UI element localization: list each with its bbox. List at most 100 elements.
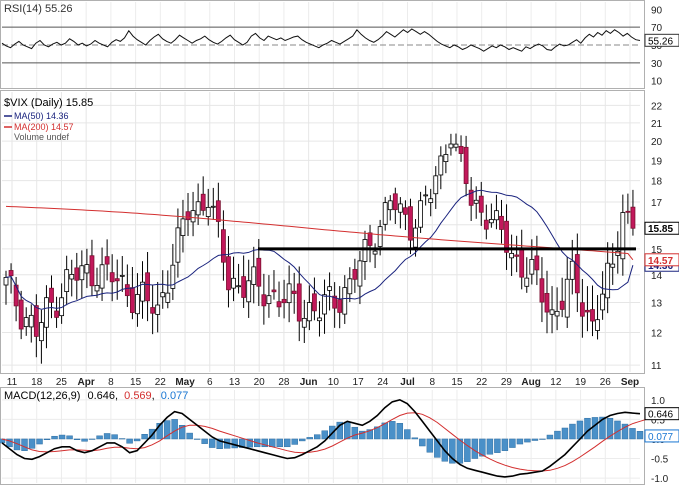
macd-histogram-bar	[208, 438, 216, 448]
macd-histogram-bar	[96, 435, 103, 440]
price-tick-label: 19	[651, 156, 663, 167]
macd-histogram-bar	[486, 438, 494, 455]
macd-histogram-bar	[426, 438, 434, 453]
candle-body	[499, 215, 504, 230]
candle-body	[615, 250, 621, 256]
candle-body	[210, 205, 216, 208]
x-tick-label: 25	[56, 377, 68, 388]
macd-badge: 0.646	[644, 407, 679, 421]
candle-body	[291, 290, 297, 294]
rsi-legend: RSI(14) 55.26	[4, 3, 72, 15]
macd-badge-box	[644, 407, 679, 421]
candle-body	[559, 300, 565, 310]
candle-body	[18, 299, 24, 330]
macd-histogram-bar	[606, 417, 614, 440]
candle-body	[468, 189, 474, 206]
candle-body	[367, 232, 373, 246]
rsi-line	[1, 28, 641, 52]
macd-histogram-bar	[404, 429, 411, 440]
candle-body	[38, 322, 44, 342]
x-tick-label: 10	[328, 377, 340, 388]
macd-histogram-bar	[28, 438, 36, 449]
macd-histogram-bar	[73, 438, 81, 440]
macd-histogram-bar	[0, 438, 6, 444]
price-tick-label: 12	[651, 329, 663, 340]
macd-histogram-bar	[321, 430, 328, 440]
candle-body	[332, 295, 338, 309]
candle-body	[463, 146, 469, 184]
candle-body	[74, 267, 80, 281]
candle-body	[387, 200, 393, 211]
macd-histogram-bar	[621, 423, 629, 440]
candle-body	[448, 143, 454, 149]
candle-body	[514, 254, 520, 257]
candle-body	[99, 264, 105, 289]
candle-body	[392, 193, 398, 211]
candle-body	[155, 304, 161, 315]
close-badge-box	[644, 221, 679, 235]
macd-histogram-bar	[479, 438, 486, 457]
macd-histogram-bar	[51, 435, 58, 440]
macd-histogram-bar	[554, 430, 561, 440]
candle-body	[124, 284, 130, 297]
x-tick-label: Aug	[521, 377, 540, 388]
x-tick-label: 22	[476, 377, 488, 388]
x-tick-label: Apr	[78, 377, 95, 388]
candle-body	[539, 278, 545, 303]
candle-body	[483, 219, 489, 230]
macd-histogram-bar	[569, 423, 576, 440]
macd-histogram-bar	[246, 438, 253, 448]
price-tick-label: 14	[651, 271, 663, 282]
candle-body	[160, 292, 166, 298]
macd-histogram-bar	[216, 438, 223, 449]
x-tick-label: 18	[31, 377, 43, 388]
candle-body	[64, 269, 70, 292]
hist-badge: 0.077	[644, 429, 679, 443]
macd-histogram-bar	[389, 421, 396, 440]
candle-body	[595, 319, 600, 331]
rsi-tick-label: 70	[651, 23, 663, 34]
candle-body	[554, 310, 560, 317]
candle-body	[605, 262, 611, 299]
macd-histogram-bar	[201, 438, 208, 444]
candle-body	[579, 302, 585, 317]
macd-histogram-bar	[456, 438, 464, 464]
candle-body	[317, 317, 322, 322]
rsi-badge: 55.26	[644, 33, 679, 47]
candle-body	[347, 278, 353, 295]
candle-body	[327, 286, 332, 291]
close-badge-text: 15.85	[648, 224, 673, 235]
candle-body	[54, 310, 59, 318]
ma200-badge: 14.57	[644, 253, 679, 267]
candle-body	[281, 298, 287, 304]
rsi-tick-label: 90	[651, 5, 663, 16]
macd-histogram-bar	[636, 431, 644, 440]
candle-body	[620, 212, 626, 260]
x-tick-label: 29	[501, 377, 513, 388]
candle-body	[69, 274, 75, 280]
macd-histogram-bar	[133, 438, 141, 442]
candle-body	[23, 317, 29, 328]
macd-histogram-bar	[178, 425, 186, 440]
macd-histogram-bar	[36, 438, 43, 445]
candle-body	[246, 280, 252, 303]
macd-histogram-bar	[111, 434, 118, 440]
macd-histogram-bar	[156, 423, 163, 440]
candle-body	[549, 309, 555, 315]
candle-body	[119, 274, 125, 277]
macd-histogram-bar	[561, 427, 569, 440]
candle-body	[175, 227, 181, 263]
macd-histogram-bar	[366, 429, 374, 440]
rsi-badge-box	[644, 33, 679, 47]
macd-label: MACD(12,26,9) 0.646, 0.569, 0.077	[4, 390, 188, 402]
ma50-label: MA(50) 14.36	[14, 111, 69, 121]
candle-body	[564, 278, 570, 318]
macd-histogram-bar	[268, 438, 276, 448]
candle-body	[140, 281, 145, 302]
macd-histogram-bar	[103, 433, 111, 440]
macd-histogram-bar	[449, 438, 456, 464]
x-tick-label: 24	[377, 377, 389, 388]
macd-histogram-bar	[629, 428, 636, 440]
candle-body	[3, 277, 9, 286]
candle-body	[362, 239, 368, 262]
